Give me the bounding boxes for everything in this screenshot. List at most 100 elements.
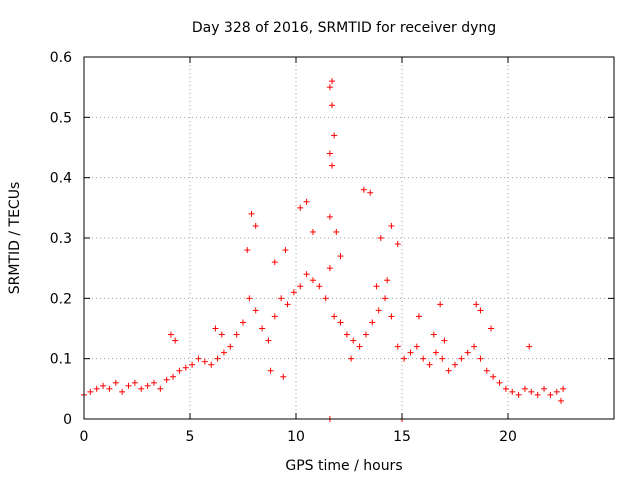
data-point	[233, 331, 240, 338]
x-axis-label: GPS time / hours	[285, 458, 402, 474]
data-point	[515, 391, 522, 398]
data-point	[212, 325, 219, 332]
data-point	[157, 385, 164, 392]
data-point	[375, 307, 382, 314]
data-point	[509, 388, 516, 395]
data-point	[521, 385, 528, 392]
y-tick-label: 0.2	[50, 291, 72, 307]
data-point	[337, 319, 344, 326]
data-point	[93, 385, 100, 392]
data-point	[350, 337, 357, 344]
data-point	[326, 84, 333, 91]
data-point	[477, 307, 484, 314]
y-tick-label: 0.4	[50, 171, 72, 187]
data-point	[227, 343, 234, 350]
data-point	[526, 343, 533, 350]
data-point	[265, 337, 272, 344]
data-point	[218, 331, 225, 338]
data-point	[388, 222, 395, 229]
data-point	[329, 102, 336, 109]
data-point	[138, 385, 145, 392]
data-point	[252, 222, 259, 229]
data-point	[220, 349, 227, 356]
grid-layer	[84, 57, 614, 419]
x-tick-label: 0	[80, 429, 89, 445]
data-point	[547, 391, 554, 398]
data-point	[541, 385, 548, 392]
data-point	[267, 367, 274, 374]
data-point	[490, 373, 497, 380]
data-point	[284, 301, 291, 308]
data-point	[259, 325, 266, 332]
x-tick-label: 5	[186, 429, 195, 445]
data-point	[413, 343, 420, 350]
data-point	[125, 382, 132, 389]
data-point	[432, 349, 439, 356]
data-point	[488, 325, 495, 332]
x-tick-label: 20	[499, 429, 517, 445]
data-point	[553, 388, 560, 395]
data-point	[558, 397, 564, 404]
data-point	[534, 391, 541, 398]
data-point	[176, 367, 183, 374]
y-tick-label: 0.1	[50, 352, 72, 368]
data-point	[471, 343, 478, 350]
data-point	[326, 265, 333, 272]
data-point	[401, 355, 408, 362]
data-point	[278, 295, 285, 302]
data-point	[362, 331, 369, 338]
data-point	[560, 385, 567, 392]
data-point	[326, 150, 333, 157]
data-point	[280, 373, 287, 380]
data-point	[172, 337, 179, 344]
data-point	[331, 313, 338, 320]
data-point	[309, 277, 316, 284]
data-point	[329, 78, 336, 85]
data-point	[382, 295, 389, 302]
data-point	[356, 343, 363, 350]
data-point	[441, 337, 448, 344]
data-point	[297, 283, 304, 290]
data-point	[189, 361, 196, 368]
data-point	[326, 213, 333, 220]
data-point	[322, 295, 329, 302]
data-point	[303, 198, 310, 205]
data-point	[100, 382, 107, 389]
data-point	[150, 379, 157, 386]
data-point	[240, 319, 246, 326]
data-point	[373, 283, 380, 290]
data-point	[394, 343, 401, 350]
data-point	[282, 247, 289, 254]
data-point	[208, 361, 215, 368]
data-point	[309, 228, 316, 235]
data-point	[439, 355, 446, 362]
data-point	[329, 162, 336, 169]
y-axis-label: SRMTID / TECUs	[7, 182, 23, 295]
data-point	[246, 295, 253, 302]
data-point	[407, 349, 414, 356]
data-point	[170, 373, 177, 380]
data-point	[106, 385, 113, 392]
data-point	[415, 313, 422, 320]
data-point	[119, 388, 126, 395]
data-point	[252, 307, 259, 314]
data-point	[394, 241, 401, 248]
data-point	[388, 313, 395, 320]
data-point	[331, 132, 338, 139]
data-point	[195, 355, 202, 362]
data-point	[437, 301, 444, 308]
y-tick-label: 0	[63, 412, 72, 428]
data-point	[367, 189, 374, 196]
data-point	[333, 228, 340, 235]
data-point	[496, 379, 503, 386]
data-point	[163, 376, 170, 383]
data-point	[337, 253, 344, 260]
data-point	[458, 355, 465, 362]
data-point	[528, 388, 535, 395]
data-point	[452, 361, 458, 368]
data-point	[464, 349, 471, 356]
data-point	[87, 388, 94, 395]
x-tick-label: 10	[287, 429, 305, 445]
y-tick-label: 0.3	[50, 231, 72, 247]
